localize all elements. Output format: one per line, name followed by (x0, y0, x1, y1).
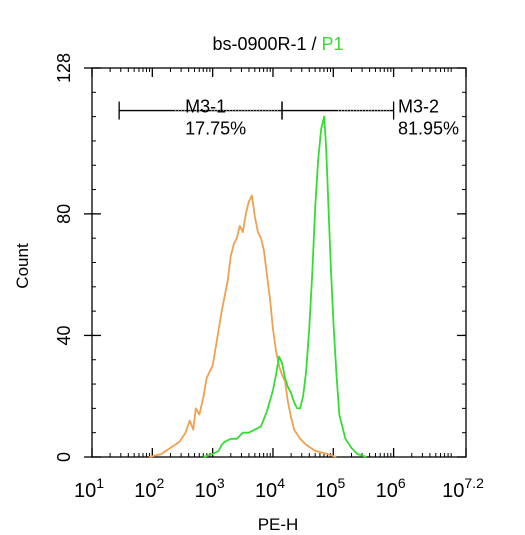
y-axis-ticks: 0 40 80 128 (54, 53, 466, 462)
sample-histogram-line (203, 115, 367, 458)
gate-name-label: M3-1 (185, 97, 226, 117)
title-gate-text: P1 (322, 34, 344, 54)
y-tick-label: 80 (54, 204, 74, 224)
gate-name-label: M3-2 (398, 97, 439, 117)
x-tick-label: 103 (195, 475, 225, 502)
title-sample-text: bs-0900R-1 / (212, 34, 321, 54)
gate-percent-label: 17.75% (185, 119, 246, 139)
x-tick-label: 104 (255, 475, 285, 502)
x-axis-label: PE-H (258, 515, 299, 534)
x-axis-ticks: 101 102 103 104 105 106 107.2 (74, 68, 484, 502)
gate-percent-label: 81.95% (398, 119, 459, 139)
control-histogram-line (149, 194, 337, 458)
y-tick-label: 128 (54, 53, 74, 83)
x-tick-label: 107.2 (442, 475, 484, 502)
x-tick-label: 106 (376, 475, 406, 502)
gate-markers: M3-117.75% M3-281.95% (118, 97, 459, 139)
x-tick-label: 105 (315, 475, 345, 502)
y-tick-label: 40 (54, 325, 74, 345)
y-tick-label: 0 (54, 452, 74, 462)
y-axis-label: Count (13, 243, 32, 289)
histogram-series (149, 115, 367, 458)
chart-title: bs-0900R-1 / P1 (212, 34, 343, 54)
x-tick-label: 101 (74, 475, 104, 502)
x-tick-label: 102 (134, 475, 164, 502)
